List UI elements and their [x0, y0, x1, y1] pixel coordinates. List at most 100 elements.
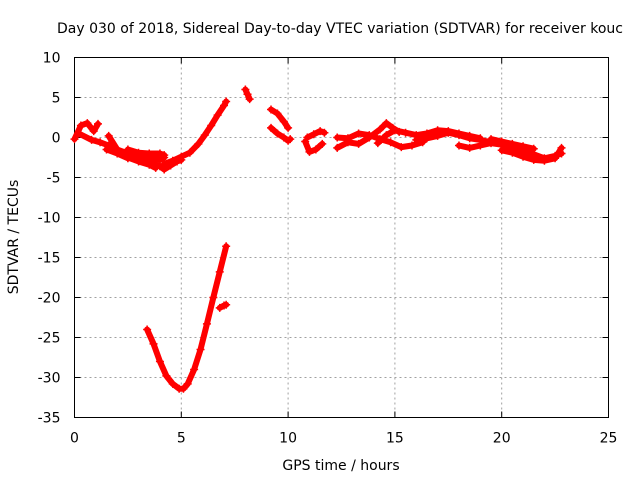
- data-point: [155, 149, 164, 158]
- x-tick-label: 10: [279, 431, 297, 447]
- y-tick-label: -10: [38, 211, 61, 227]
- data-point: [213, 111, 222, 120]
- data-point: [200, 131, 209, 140]
- series-arc-dip: [144, 243, 230, 392]
- data-point: [143, 325, 152, 334]
- data-point: [243, 90, 252, 99]
- y-tick-label: 10: [43, 51, 61, 67]
- y-tick-label: -25: [38, 331, 61, 347]
- data-point: [375, 125, 384, 134]
- y-axis-label: SDTVAR / TECUs: [6, 180, 22, 295]
- data-point: [222, 242, 231, 251]
- y-tick-label: 0: [52, 131, 61, 147]
- data-point: [215, 267, 224, 276]
- data-point: [401, 128, 410, 137]
- data-point: [407, 141, 416, 150]
- data-point: [168, 379, 177, 388]
- data-point: [354, 129, 363, 138]
- data-point: [465, 134, 474, 143]
- x-tick-label: 5: [177, 431, 186, 447]
- x-tick-label: 20: [493, 431, 511, 447]
- y-tick-label: -15: [38, 251, 61, 267]
- data-point: [185, 148, 194, 157]
- series-arc-rise: [161, 98, 230, 167]
- data-point: [382, 119, 391, 128]
- data-point: [162, 371, 171, 380]
- x-axis-label: GPS time / hours: [282, 458, 399, 474]
- data-point: [160, 151, 169, 160]
- data-point: [134, 157, 143, 166]
- plot-frame: [74, 57, 609, 418]
- x-tick-label: 0: [70, 431, 79, 447]
- data-point: [145, 149, 154, 158]
- data-point: [149, 339, 158, 348]
- data-point: [179, 384, 188, 393]
- data-point: [194, 139, 203, 148]
- data-point: [529, 155, 538, 164]
- data-point: [168, 156, 177, 165]
- data-point: [222, 300, 231, 309]
- data-point: [89, 127, 98, 136]
- x-tick-label: 25: [600, 431, 618, 447]
- data-point: [311, 145, 320, 154]
- data-point: [215, 303, 224, 312]
- data-point: [104, 131, 113, 140]
- y-tick-label: 5: [52, 91, 61, 107]
- data-point: [303, 133, 312, 142]
- data-point: [70, 135, 79, 144]
- x-tick-label: 15: [386, 431, 404, 447]
- data-point: [519, 152, 528, 161]
- data-point: [412, 135, 421, 144]
- y-tick-label: -35: [38, 411, 61, 427]
- data-point: [245, 95, 254, 104]
- series-arc-mid-3: [302, 138, 326, 155]
- data-point: [382, 131, 391, 140]
- data-point: [190, 365, 199, 374]
- data-point: [160, 159, 169, 168]
- chart-title: Day 030 of 2018, Sidereal Day-to-day VTE…: [57, 21, 623, 37]
- data-point: [113, 145, 122, 154]
- data-point: [123, 153, 132, 162]
- data-point: [273, 129, 282, 138]
- axis-ticks: 0 5 10 15 20 25 10 5 0 -5 -10 -15 -20 -25 -30 -35: [38, 51, 618, 447]
- data-point: [454, 131, 463, 140]
- data-point: [123, 145, 132, 154]
- data-point: [74, 129, 83, 138]
- data-point: [134, 148, 143, 157]
- data-point: [83, 119, 92, 128]
- data-point: [177, 152, 186, 161]
- data-point: [202, 319, 211, 328]
- data-point: [267, 123, 276, 132]
- data-point: [508, 148, 517, 157]
- data-point: [196, 345, 205, 354]
- data-point: [279, 133, 288, 142]
- data-series: [70, 85, 566, 393]
- data-point: [557, 143, 566, 152]
- data-point: [508, 139, 517, 148]
- data-point: [519, 142, 528, 151]
- data-point: [320, 128, 329, 137]
- data-point: [183, 379, 192, 388]
- data-point: [444, 128, 453, 137]
- data-point: [343, 134, 352, 143]
- series-arc-mid-4: [304, 128, 328, 141]
- data-point: [333, 133, 342, 142]
- data-point: [551, 154, 560, 163]
- data-point: [422, 134, 431, 143]
- data-point: [333, 143, 342, 152]
- data-point: [540, 156, 549, 165]
- data-point: [318, 139, 327, 148]
- data-point: [102, 145, 111, 154]
- data-point: [87, 135, 96, 144]
- data-point: [309, 130, 318, 139]
- data-point: [279, 117, 288, 126]
- data-point: [373, 139, 382, 148]
- data-point: [305, 147, 314, 156]
- data-point: [286, 135, 295, 144]
- data-point: [273, 109, 282, 118]
- data-point: [96, 138, 105, 147]
- data-point: [284, 123, 293, 132]
- y-tick-label: -20: [38, 291, 61, 307]
- data-point: [497, 146, 506, 155]
